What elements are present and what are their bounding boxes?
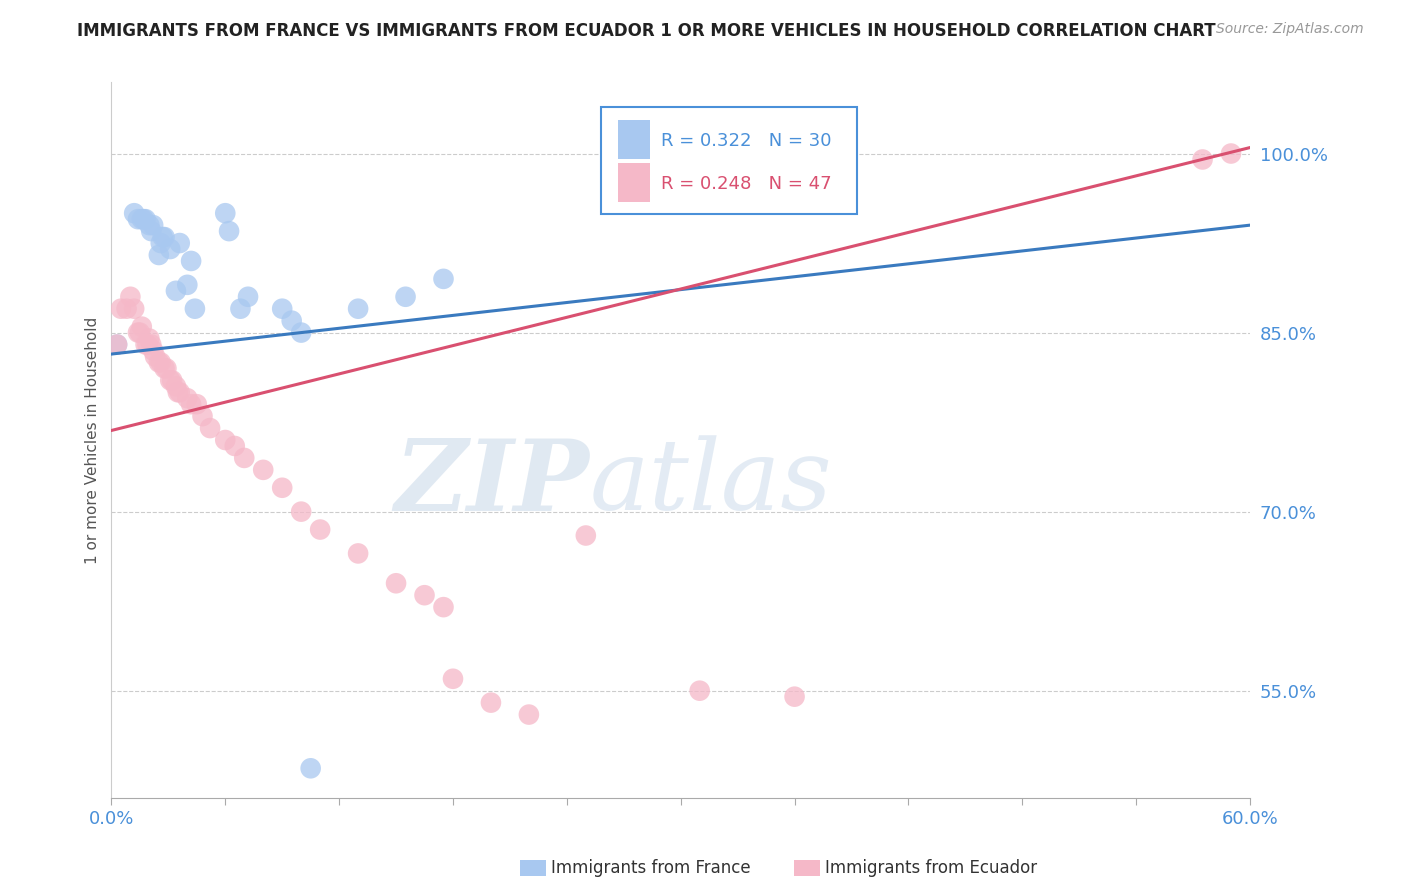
- Point: [347, 301, 370, 316]
- Point: [141, 224, 163, 238]
- Point: [105, 337, 128, 351]
- Point: [176, 391, 198, 405]
- Point: [252, 463, 274, 477]
- Point: [191, 409, 214, 424]
- Point: [385, 576, 408, 591]
- Point: [180, 254, 202, 268]
- Point: [122, 206, 145, 220]
- Point: [184, 301, 207, 316]
- Point: [122, 301, 145, 316]
- Point: [347, 546, 370, 560]
- Point: [155, 361, 177, 376]
- Point: [236, 290, 259, 304]
- Point: [120, 290, 142, 304]
- Point: [166, 385, 188, 400]
- Point: [169, 235, 191, 250]
- Text: R = 0.248   N = 47: R = 0.248 N = 47: [661, 176, 832, 194]
- Point: [131, 319, 153, 334]
- Point: [1191, 153, 1213, 167]
- Point: [394, 290, 416, 304]
- Point: [180, 397, 202, 411]
- Point: [432, 600, 454, 615]
- Point: [159, 373, 181, 387]
- Point: [142, 343, 165, 358]
- Point: [214, 433, 236, 447]
- Point: [128, 326, 150, 340]
- Point: [159, 242, 181, 256]
- Point: [233, 450, 256, 465]
- FancyBboxPatch shape: [600, 107, 858, 214]
- Point: [783, 690, 806, 704]
- Point: [138, 332, 160, 346]
- Point: [214, 206, 236, 220]
- Point: [110, 301, 132, 316]
- Point: [413, 588, 436, 602]
- Point: [153, 230, 176, 244]
- Point: [149, 235, 172, 250]
- Point: [432, 272, 454, 286]
- Point: [229, 301, 252, 316]
- Point: [218, 224, 240, 238]
- Point: [115, 301, 138, 316]
- Point: [689, 683, 711, 698]
- Point: [160, 373, 183, 387]
- Point: [132, 212, 155, 227]
- Point: [290, 326, 312, 340]
- Text: ZIP: ZIP: [395, 434, 589, 532]
- Y-axis label: 1 or more Vehicles in Household: 1 or more Vehicles in Household: [86, 317, 100, 564]
- Point: [517, 707, 540, 722]
- Point: [169, 385, 191, 400]
- Point: [141, 337, 163, 351]
- Point: [198, 421, 221, 435]
- Point: [271, 301, 294, 316]
- Point: [127, 212, 149, 227]
- Point: [271, 481, 294, 495]
- Point: [153, 361, 176, 376]
- Point: [165, 284, 187, 298]
- Text: atlas: atlas: [589, 435, 832, 531]
- Point: [148, 248, 170, 262]
- Point: [1220, 146, 1243, 161]
- Point: [142, 218, 165, 232]
- Text: R = 0.322   N = 30: R = 0.322 N = 30: [661, 132, 832, 151]
- Point: [136, 337, 159, 351]
- Point: [224, 439, 246, 453]
- Point: [280, 313, 302, 327]
- Point: [143, 350, 166, 364]
- Point: [165, 379, 187, 393]
- Point: [131, 212, 153, 227]
- Point: [575, 528, 598, 542]
- Text: IMMIGRANTS FROM FRANCE VS IMMIGRANTS FROM ECUADOR 1 OR MORE VEHICLES IN HOUSEHOL: IMMIGRANTS FROM FRANCE VS IMMIGRANTS FRO…: [77, 22, 1216, 40]
- Point: [138, 218, 160, 232]
- Text: Immigrants from Ecuador: Immigrants from Ecuador: [825, 859, 1038, 877]
- Point: [135, 337, 157, 351]
- Point: [479, 696, 502, 710]
- Text: Immigrants from France: Immigrants from France: [551, 859, 751, 877]
- Point: [441, 672, 464, 686]
- FancyBboxPatch shape: [619, 163, 650, 202]
- Point: [176, 277, 198, 292]
- Point: [127, 326, 149, 340]
- Point: [299, 761, 322, 775]
- Point: [309, 523, 332, 537]
- Point: [105, 337, 128, 351]
- Point: [186, 397, 208, 411]
- Point: [148, 355, 170, 369]
- Text: Source: ZipAtlas.com: Source: ZipAtlas.com: [1216, 22, 1364, 37]
- Point: [135, 212, 157, 227]
- Point: [149, 355, 172, 369]
- Point: [290, 505, 312, 519]
- FancyBboxPatch shape: [619, 120, 650, 160]
- Point: [152, 230, 174, 244]
